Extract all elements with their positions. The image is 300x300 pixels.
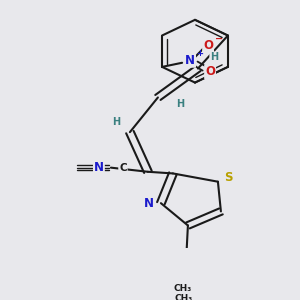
Text: −: −	[215, 34, 223, 44]
Text: N: N	[144, 197, 154, 210]
Text: CH₃: CH₃	[175, 295, 193, 300]
Text: H: H	[176, 99, 184, 109]
Text: H: H	[112, 117, 120, 127]
Text: C: C	[119, 163, 127, 173]
Text: N: N	[185, 54, 195, 67]
Text: N: N	[94, 161, 104, 174]
Text: +: +	[196, 49, 204, 58]
Text: O: O	[205, 65, 215, 78]
Text: H: H	[210, 52, 218, 62]
Text: O: O	[203, 39, 213, 52]
Text: S: S	[224, 171, 232, 184]
Text: CH₃: CH₃	[174, 284, 192, 293]
